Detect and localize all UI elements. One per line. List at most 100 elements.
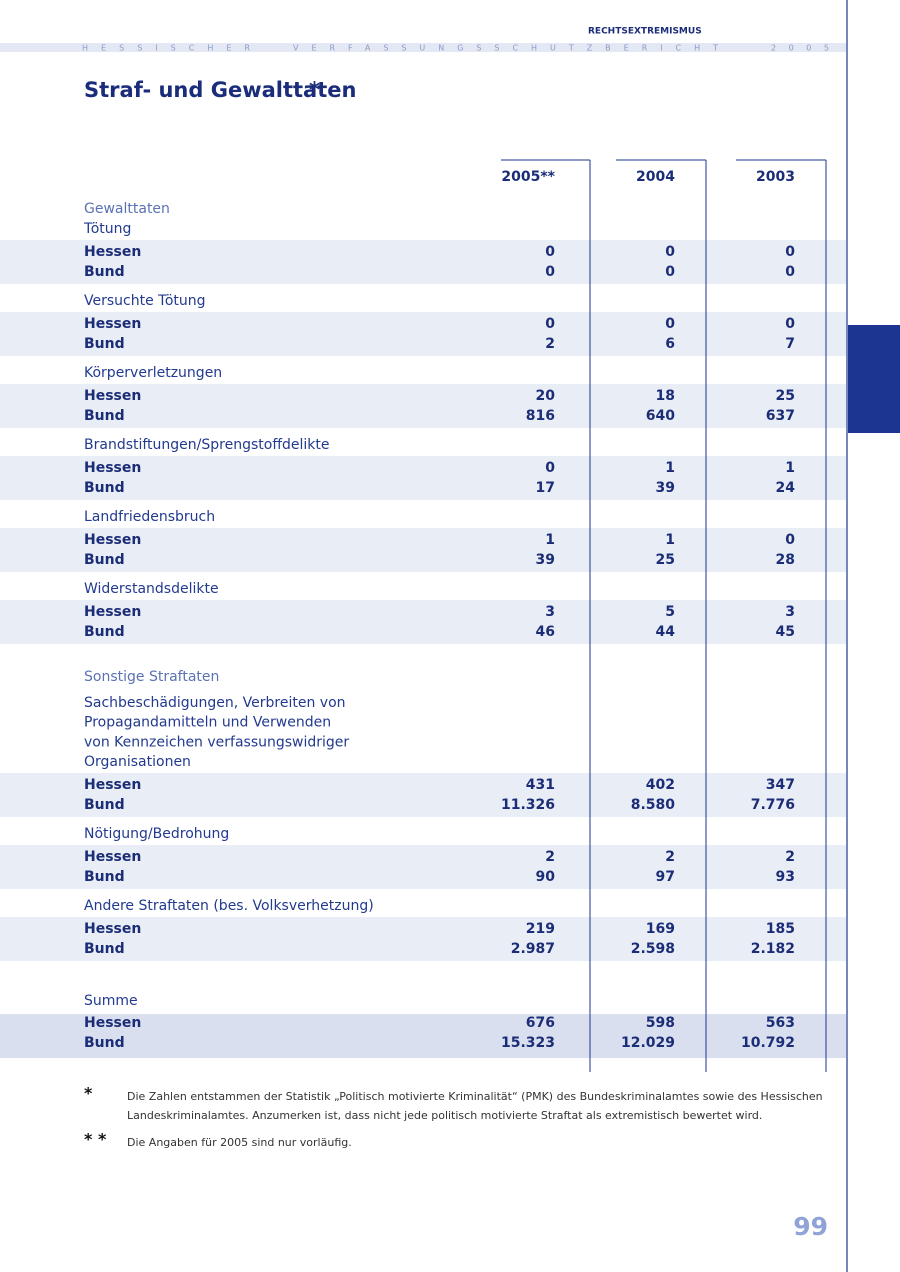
cell-value: 7 xyxy=(785,336,795,352)
cell-value: 6 xyxy=(665,336,675,352)
page-number: 99 xyxy=(793,1212,828,1241)
column-header: 2004 xyxy=(636,169,675,185)
cell-value: 431 xyxy=(526,777,555,793)
group-label: Tötung xyxy=(83,221,131,237)
row-label: Hessen xyxy=(84,460,141,476)
cell-value: 169 xyxy=(646,921,675,937)
cell-value: 2.182 xyxy=(751,941,795,957)
cell-value: 15.323 xyxy=(501,1035,555,1051)
cell-value: 0 xyxy=(545,244,555,260)
cell-value: 25 xyxy=(656,552,675,568)
row-label: Hessen xyxy=(84,1015,141,1031)
cell-value: 402 xyxy=(646,777,675,793)
row-band xyxy=(0,456,846,500)
row-band xyxy=(0,384,846,428)
row-label: Hessen xyxy=(84,849,141,865)
group-label: Andere Straftaten (bes. Volksverhetzung) xyxy=(84,898,374,914)
cell-value: 816 xyxy=(526,408,555,424)
cell-value: 11.326 xyxy=(501,797,555,813)
column-header: 2005** xyxy=(501,169,555,185)
row-band xyxy=(0,917,846,962)
cell-value: 12.029 xyxy=(621,1035,675,1051)
row-label: Bund xyxy=(84,264,125,280)
cell-value: 598 xyxy=(646,1015,675,1031)
cell-value: 39 xyxy=(536,552,555,568)
cell-value: 7.776 xyxy=(751,797,795,813)
row-label: Hessen xyxy=(84,777,141,793)
cell-value: 10.792 xyxy=(741,1035,795,1051)
column-header: 2003 xyxy=(756,169,795,185)
cell-value: 46 xyxy=(536,624,555,640)
row-band xyxy=(0,845,846,890)
page-title: Straf- und Gewalttaten xyxy=(84,78,356,102)
cell-value: 0 xyxy=(545,460,555,476)
cell-value: 1 xyxy=(785,460,795,476)
group-label: Brandstiftungen/Sprengstoffdelikte xyxy=(84,437,329,453)
footnote-text: Landeskriminalamtes. Anzumerken ist, das… xyxy=(127,1109,762,1122)
header-stripe xyxy=(0,43,846,52)
cell-value: 39 xyxy=(656,480,675,496)
cell-value: 2 xyxy=(545,336,555,352)
cell-value: 0 xyxy=(785,244,795,260)
row-label: Bund xyxy=(84,869,125,885)
cell-value: 1 xyxy=(665,460,675,476)
row-label: Bund xyxy=(84,336,125,352)
chapter-tab xyxy=(848,325,900,433)
cell-value: 45 xyxy=(776,624,795,640)
cell-value: 219 xyxy=(526,921,555,937)
row-label: Bund xyxy=(84,797,125,813)
section-heading: Gewalttaten xyxy=(84,201,170,217)
cell-value: 0 xyxy=(545,316,555,332)
cell-value: 0 xyxy=(785,264,795,280)
row-label: Bund xyxy=(84,552,125,568)
cell-value: 5 xyxy=(665,604,675,620)
cell-value: 3 xyxy=(545,604,555,620)
group-label: Versuchte Tötung xyxy=(84,293,206,309)
cell-value: 24 xyxy=(776,480,796,496)
row-band xyxy=(0,1014,846,1059)
row-label: Hessen xyxy=(84,316,141,332)
row-label: Hessen xyxy=(84,532,141,548)
cell-value: 18 xyxy=(656,388,675,404)
cell-value: 97 xyxy=(656,869,675,885)
cell-value: 44 xyxy=(656,624,676,640)
cell-value: 637 xyxy=(766,408,795,424)
title-mark: * xyxy=(309,78,320,102)
row-label: Hessen xyxy=(84,388,141,404)
group-label: von Kennzeichen verfassungswidriger xyxy=(84,734,349,750)
row-label: Bund xyxy=(84,480,125,496)
cell-value: 90 xyxy=(536,869,556,885)
section-heading: Sonstige Straftaten xyxy=(84,669,219,685)
row-band xyxy=(0,528,846,572)
row-band xyxy=(0,600,846,644)
row-band xyxy=(0,240,846,284)
group-label: Organisationen xyxy=(84,754,191,770)
cell-value: 0 xyxy=(785,532,795,548)
row-band xyxy=(0,312,846,356)
group-label: Summe xyxy=(84,993,138,1009)
cell-value: 0 xyxy=(785,316,795,332)
cell-value: 640 xyxy=(646,408,675,424)
row-label: Bund xyxy=(84,624,125,640)
group-label: Nötigung/Bedrohung xyxy=(84,826,229,842)
cell-value: 0 xyxy=(545,264,555,280)
group-label: Landfriedensbruch xyxy=(84,509,215,525)
footnote-text: Die Zahlen entstammen der Statistik „Pol… xyxy=(127,1090,823,1103)
cell-value: 0 xyxy=(665,264,675,280)
group-label: Sachbeschädigungen, Verbreiten von xyxy=(84,695,346,711)
row-band xyxy=(0,773,846,818)
cell-value: 1 xyxy=(545,532,555,548)
cell-value: 0 xyxy=(665,244,675,260)
footnote-mark: * xyxy=(84,1084,93,1103)
cell-value: 563 xyxy=(766,1015,795,1031)
cell-value: 8.580 xyxy=(631,797,676,813)
cell-value: 2.598 xyxy=(631,941,675,957)
cell-value: 25 xyxy=(776,388,795,404)
cell-value: 676 xyxy=(526,1015,555,1031)
group-label: Körperverletzungen xyxy=(84,365,222,381)
cell-value: 2.987 xyxy=(511,941,555,957)
cell-value: 3 xyxy=(785,604,795,620)
cell-value: 185 xyxy=(766,921,795,937)
cell-value: 0 xyxy=(665,316,675,332)
